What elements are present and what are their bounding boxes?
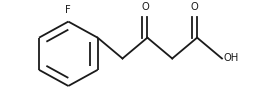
Text: O: O [141,2,149,12]
Text: O: O [191,2,199,12]
Text: F: F [65,5,71,15]
Text: OH: OH [224,54,239,64]
